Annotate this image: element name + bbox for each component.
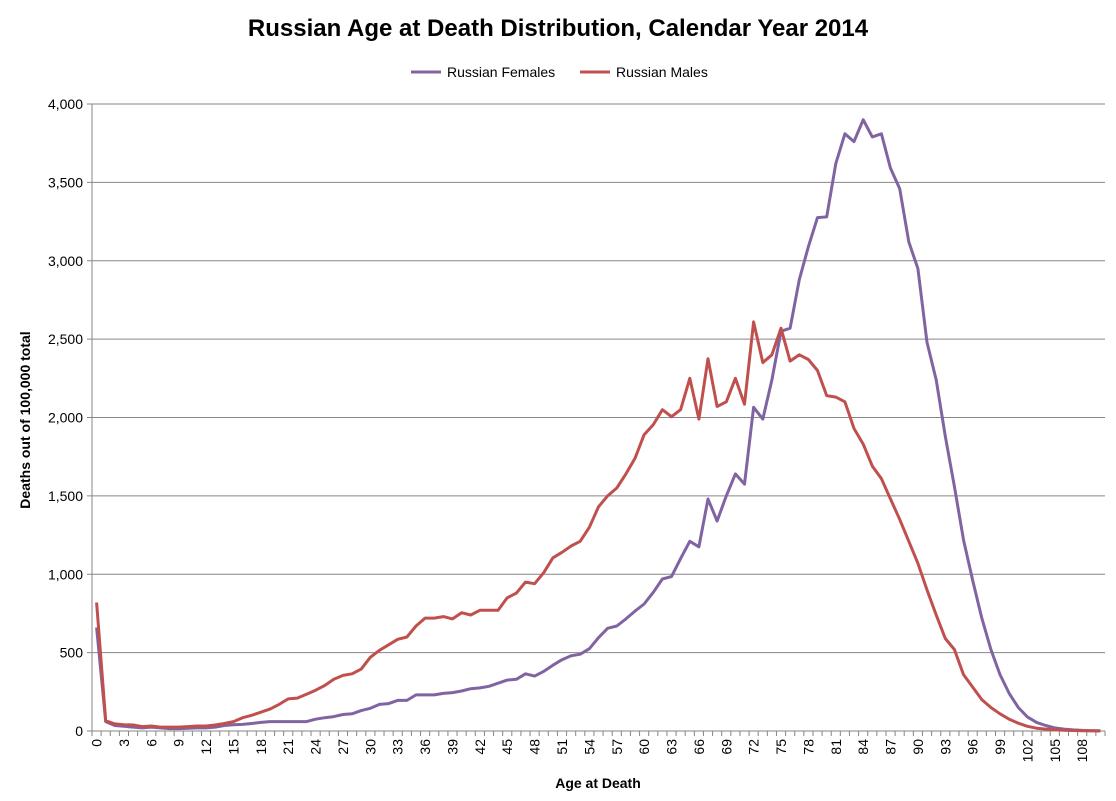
x-tick-label: 21 <box>280 739 296 755</box>
x-tick-label: 60 <box>636 739 652 755</box>
legend-label-males: Russian Males <box>616 64 708 80</box>
y-axis-title: Deaths out of 100,000 total <box>17 331 33 508</box>
y-tick-label: 1,500 <box>48 488 83 504</box>
x-tick-label: 96 <box>965 739 981 755</box>
x-tick-label: 36 <box>417 739 433 755</box>
y-tick-label: 3,500 <box>48 174 83 190</box>
x-tick-label: 78 <box>800 739 816 755</box>
x-tick-label: 63 <box>664 739 680 755</box>
x-tick-label: 42 <box>472 739 488 755</box>
x-tick-label: 81 <box>828 739 844 755</box>
x-tick-label: 54 <box>581 739 597 755</box>
x-tick-label: 75 <box>773 739 789 755</box>
legend-label-females: Russian Females <box>447 64 555 80</box>
y-tick-label: 500 <box>60 645 84 661</box>
x-axis-title: Age at Death <box>555 775 641 791</box>
x-tick-label: 30 <box>362 739 378 755</box>
x-tick-label: 102 <box>1019 739 1035 763</box>
y-tick-label: 2,500 <box>48 331 83 347</box>
x-tick-label: 18 <box>253 739 269 755</box>
legend: Russian Females Russian Males <box>411 64 708 80</box>
y-tick-label: 0 <box>75 723 83 739</box>
gridlines <box>92 103 1105 654</box>
x-tick-labels: 0 3 6 9 12 15 18 21 24 27 30 33 36 39 42 45 48 51 54 57 60 63… <box>89 739 1091 763</box>
x-tick-label: 33 <box>390 739 406 755</box>
x-tick-label: 9 <box>171 739 187 747</box>
y-tick-label: 2,000 <box>48 410 83 426</box>
x-tick-marks <box>91 731 1106 736</box>
x-tick-label: 51 <box>554 739 570 755</box>
x-tick-label: 93 <box>937 739 953 755</box>
y-tick-label: 1,000 <box>48 566 83 582</box>
x-tick-label: 84 <box>855 739 871 755</box>
x-tick-label: 6 <box>143 739 159 747</box>
x-tick-label: 57 <box>609 739 625 755</box>
x-tick-label: 15 <box>225 739 241 755</box>
x-tick-label: 39 <box>444 739 460 755</box>
x-tick-label: 87 <box>883 739 899 755</box>
x-tick-label: 27 <box>335 739 351 755</box>
x-tick-label: 48 <box>527 739 543 755</box>
y-tick-labels: 0 500 1,000 1,500 2,000 2,500 3,000 3,500 4,000 <box>48 96 92 739</box>
x-tick-label: 12 <box>198 739 214 755</box>
x-tick-label: 108 <box>1074 739 1090 763</box>
x-tick-label: 0 <box>89 739 105 747</box>
x-tick-label: 24 <box>308 739 324 755</box>
x-tick-label: 99 <box>992 739 1008 755</box>
chart-title: Russian Age at Death Distribution, Calen… <box>248 15 869 42</box>
series-line-males <box>95 320 1101 733</box>
x-tick-label: 45 <box>499 739 515 755</box>
y-tick-label: 3,000 <box>48 253 83 269</box>
x-tick-label: 90 <box>910 739 926 755</box>
x-tick-label: 66 <box>691 739 707 755</box>
series-line-females <box>95 118 1101 733</box>
x-tick-label: 69 <box>718 739 734 755</box>
series-lines <box>95 118 1101 733</box>
x-tick-label: 72 <box>746 739 762 755</box>
x-tick-label: 3 <box>116 739 132 747</box>
x-tick-label: 105 <box>1047 739 1063 763</box>
y-tick-label: 4,000 <box>48 96 83 112</box>
